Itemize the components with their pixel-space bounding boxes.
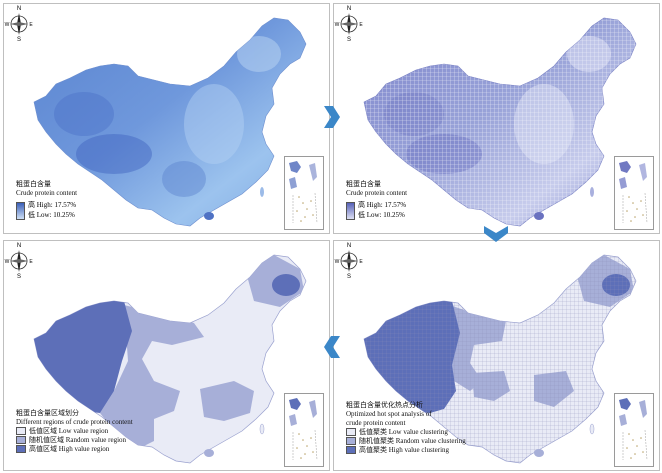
svg-text:E: E xyxy=(359,22,363,28)
south-china-sea-inset xyxy=(614,156,654,230)
svg-text:S: S xyxy=(347,274,351,279)
svg-text:W: W xyxy=(5,259,10,265)
legend-item-high: 高值区域 High value region xyxy=(16,445,133,454)
legend-high-label: 高 High: 17.57% xyxy=(358,201,407,209)
legend: 粗蛋白含量区域划分 Different regions of crude pro… xyxy=(16,409,133,454)
legend-swatch-high xyxy=(16,445,26,454)
legend-low-label: 低 Low: 10.25% xyxy=(358,211,405,219)
legend-swatch-low xyxy=(346,428,356,437)
legend-title-en: Crude protein content xyxy=(346,189,408,197)
legend: 粗蛋白含量 Crude protein content xyxy=(16,180,77,198)
legend-title-en: Crude protein content xyxy=(16,189,78,197)
arrow-left-icon xyxy=(324,336,340,358)
svg-text:E: E xyxy=(29,259,33,265)
legend-title-cn: 粗蛋白含量 xyxy=(16,180,51,188)
svg-text:W: W xyxy=(335,22,340,28)
legend-swatch-low xyxy=(16,427,26,436)
svg-text:S: S xyxy=(347,37,351,42)
legend-title-en-line1: Optimized hot spot analysis of xyxy=(346,410,432,418)
compass-s: S xyxy=(17,37,21,42)
china-map-regions xyxy=(33,254,307,464)
china-map-hotspot xyxy=(363,254,637,464)
south-china-sea-inset xyxy=(614,393,654,467)
svg-text:W: W xyxy=(335,259,340,265)
legend-title-cn: 粗蛋白含量优化热点分析 xyxy=(346,401,423,409)
legend-title-cn: 粗蛋白含量 xyxy=(346,180,381,188)
south-china-sea-inset xyxy=(284,393,324,467)
china-map xyxy=(33,17,307,227)
legend-swatch-random xyxy=(346,437,356,446)
svg-text:N: N xyxy=(347,243,351,249)
svg-text:N: N xyxy=(347,6,351,12)
map-panel-hot-spot-analysis: N W E S 粗蛋白含量优化热点分析 Optimized hot spot a… xyxy=(333,240,660,471)
legend-item-low: 低值聚类 Low value clustering xyxy=(346,428,466,437)
south-china-sea-inset xyxy=(284,156,324,230)
compass-w: W xyxy=(5,22,10,28)
legend-item-random: 随机值聚类 Random value clustering xyxy=(346,437,466,446)
legend-gradient-bar xyxy=(16,202,25,220)
north-arrow-compass-icon: N W E S xyxy=(335,6,364,42)
svg-text:E: E xyxy=(359,259,363,265)
svg-text:S: S xyxy=(17,274,21,279)
legend-item-random: 随机值区域 Random value region xyxy=(16,436,133,445)
legend-title-cn: 粗蛋白含量区域划分 xyxy=(16,409,79,417)
legend-item-low: 低值区域 Low value region xyxy=(16,427,133,436)
map-panel-crude-protein-gridded: N W E S 粗蛋白含量 Crude protein content 高 Hi… xyxy=(333,3,660,234)
legend-low-label: 低 Low: 10.25% xyxy=(28,211,75,219)
arrow-down-icon xyxy=(484,226,508,242)
legend-high-label: 高 High: 17.57% xyxy=(28,201,77,209)
legend: 粗蛋白含量 Crude protein content xyxy=(346,180,407,198)
legend-swatch-random xyxy=(16,436,26,445)
compass-n: N xyxy=(17,6,21,12)
north-arrow-compass-icon: N W E S xyxy=(5,6,34,42)
svg-text:N: N xyxy=(17,243,21,249)
north-arrow-compass-icon: N W E S xyxy=(5,243,34,279)
legend: 粗蛋白含量优化热点分析 Optimized hot spot analysis … xyxy=(346,401,466,455)
legend-gradient-bar xyxy=(346,202,355,220)
map-panel-region-division: N W E S 粗蛋白含量区域划分 Different regions of c… xyxy=(3,240,330,471)
compass-e: E xyxy=(29,22,33,28)
legend-title-en: Different regions of crude protein conte… xyxy=(16,418,133,426)
legend-item-high: 高值聚类 High value clustering xyxy=(346,446,466,455)
arrow-right-icon xyxy=(324,106,340,128)
legend-title-en-line2: crude protein content xyxy=(346,419,406,427)
map-panel-crude-protein: N W E S 粗蛋白含量 Crude protein content 高 Hi… xyxy=(3,3,330,234)
north-arrow-compass-icon: N W E S xyxy=(335,243,364,279)
china-map-gridded xyxy=(363,17,637,227)
legend-swatch-high xyxy=(346,446,356,455)
